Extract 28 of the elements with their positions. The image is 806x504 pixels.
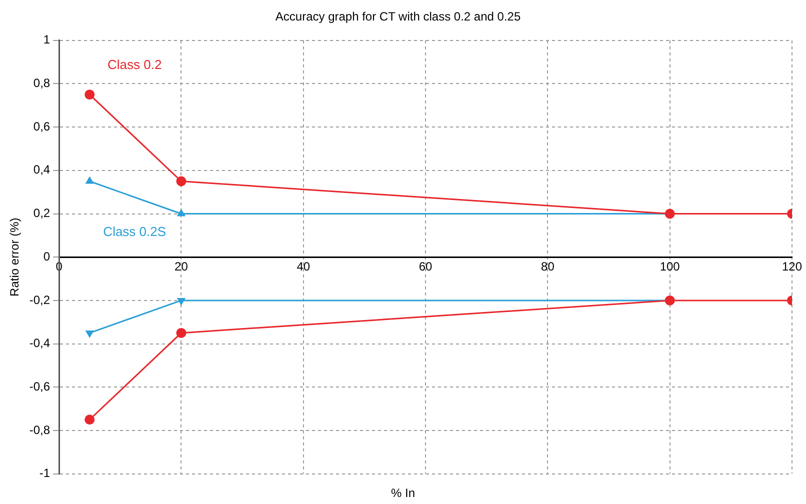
- point: [176, 176, 186, 186]
- x-tick-label: 80: [541, 260, 555, 274]
- x-tick-label: 40: [296, 260, 310, 274]
- y-axis-title: Ratio error (%): [8, 218, 22, 296]
- point: [84, 90, 95, 100]
- y-tick-label: -0,2: [29, 292, 50, 307]
- point: [664, 295, 675, 306]
- series-label: Class 0.2: [108, 57, 162, 72]
- chart-title: Accuracy graph for CT with class 0.2 and 0.25: [275, 10, 521, 24]
- y-tick-label: 0: [43, 249, 50, 264]
- x-tick-label: 60: [418, 260, 433, 274]
- x-tick-label: 20: [174, 260, 188, 274]
- point: [664, 208, 675, 219]
- y-tick-label: 1: [43, 32, 50, 47]
- series-label: Class 0.2S: [103, 224, 166, 239]
- point: [176, 328, 186, 338]
- y-tick-label: -0,4: [29, 336, 50, 350]
- y-tick-label: 0,8: [33, 76, 50, 90]
- y-tick-label: -1: [39, 466, 50, 480]
- y-tick-label: 0,4: [33, 162, 50, 177]
- x-axis-title: % In: [390, 486, 416, 500]
- y-tick-label: 0,2: [33, 206, 50, 220]
- y-tick-label: -0,6: [29, 379, 50, 394]
- x-tick-label: 120: [782, 260, 802, 274]
- y-tick-label: 0,6: [33, 119, 50, 134]
- point: [84, 414, 95, 425]
- x-tick-label: 100: [660, 260, 680, 274]
- y-tick-label: -0,8: [29, 422, 50, 437]
